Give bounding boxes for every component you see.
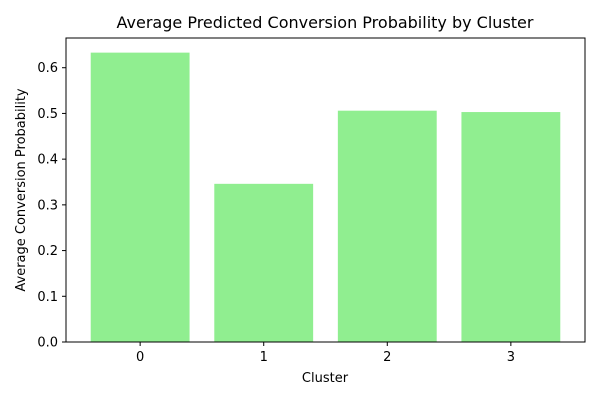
bar-cluster-1: [214, 183, 314, 342]
x-tick-label: 2: [383, 350, 391, 365]
y-tick-label: 0.5: [37, 107, 58, 122]
x-axis-ticks: 0 1 2 3: [136, 342, 515, 365]
y-axis-label: Average Conversion Probability: [14, 88, 29, 292]
chart-title: Average Predicted Conversion Probability…: [117, 13, 534, 32]
plot-frame: [65, 37, 586, 343]
y-tick-label: 0.2: [37, 244, 58, 259]
y-tick-label: 0.4: [37, 153, 58, 168]
y-tick-label: 0.0: [37, 336, 58, 351]
x-tick-label: 1: [260, 350, 268, 365]
x-axis-label: Cluster: [302, 371, 349, 386]
y-tick-label: 0.3: [37, 198, 58, 213]
y-tick-label: 0.6: [37, 61, 58, 76]
x-tick-label: 3: [507, 350, 515, 365]
x-tick-label: 0: [136, 350, 144, 365]
bar-cluster-0: [90, 52, 190, 342]
bar-cluster-3: [461, 112, 561, 342]
y-tick-label: 0.1: [37, 290, 58, 305]
bars-group: [90, 52, 561, 342]
y-axis-ticks: 0.0 0.1 0.2 0.3 0.4 0.5 0.6: [37, 61, 66, 351]
bar-cluster-2: [337, 110, 437, 342]
